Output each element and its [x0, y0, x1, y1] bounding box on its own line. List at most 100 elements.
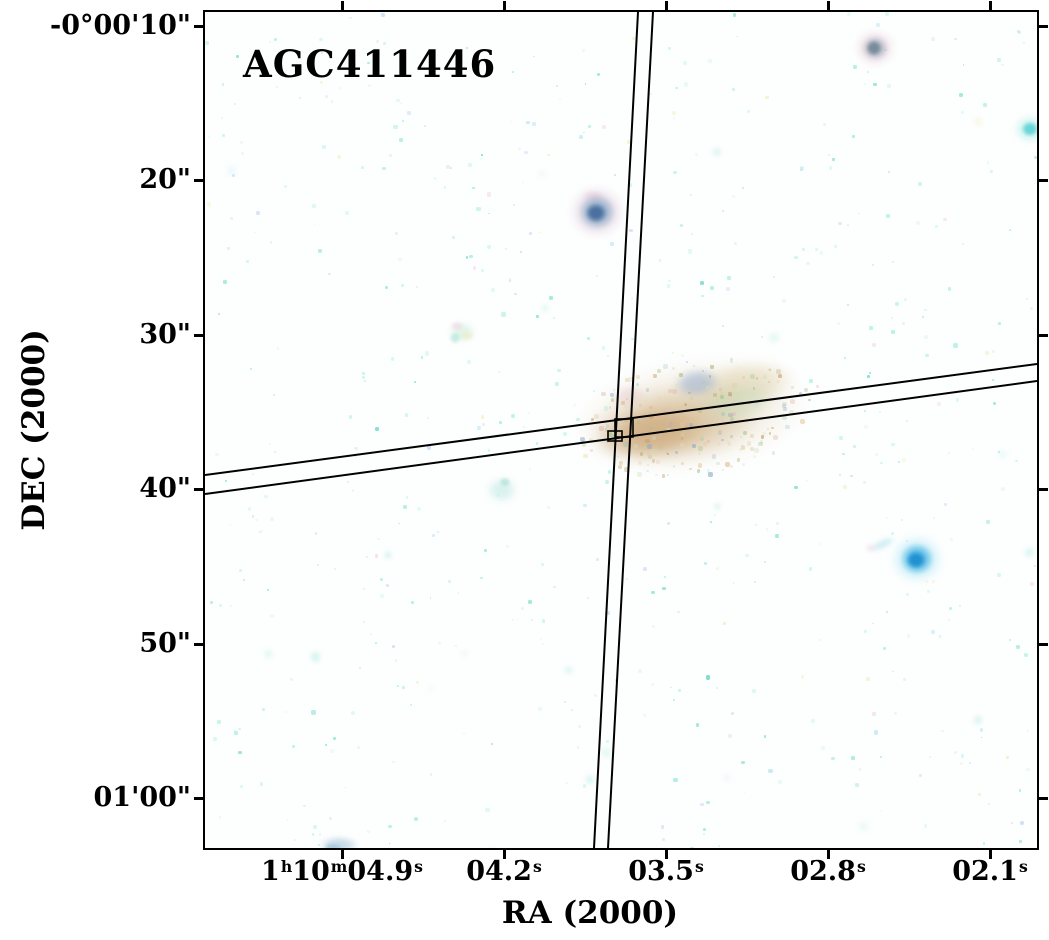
- galaxy-speckle: [800, 419, 805, 424]
- noise-speckle: [328, 272, 331, 276]
- noise-speckle: [405, 496, 409, 499]
- noise-speckle: [450, 166, 453, 169]
- noise-speckle: [886, 83, 891, 89]
- noise-speckle: [948, 619, 950, 621]
- noise-speckle: [968, 761, 971, 764]
- noise-speckle: [1026, 297, 1029, 300]
- noise-speckle: [642, 713, 646, 717]
- galaxy-speckle: [692, 443, 697, 448]
- galaxy-speckle: [684, 402, 688, 407]
- noise-speckle: [947, 287, 952, 291]
- noise-speckle: [539, 637, 542, 640]
- noise-speckle: [991, 350, 995, 353]
- noise-speckle: [238, 727, 241, 731]
- noise-speckle: [255, 518, 258, 521]
- plot-title: AGC411446: [243, 42, 497, 86]
- galaxy-speckle: [728, 412, 733, 418]
- noise-speckle: [827, 153, 831, 157]
- galaxy-speckle: [622, 442, 628, 447]
- galaxy-speckle: [709, 365, 714, 369]
- noise-speckle: [229, 604, 232, 607]
- galaxy-speckle: [729, 393, 733, 398]
- noise-speckle: [269, 241, 273, 244]
- object-blob: [323, 843, 343, 848]
- noise-speckle: [961, 110, 965, 115]
- superscript-unit: m: [330, 856, 348, 876]
- noise-speckle: [977, 792, 981, 797]
- noise-speckle: [376, 40, 380, 44]
- noise-speckle: [524, 150, 528, 155]
- noise-speckle: [242, 579, 245, 582]
- noise-speckle: [872, 712, 876, 716]
- galaxy-speckle: [647, 464, 650, 467]
- galaxy-speckle: [636, 471, 642, 477]
- noise-speckle: [972, 448, 975, 451]
- noise-speckle: [229, 216, 233, 220]
- galaxy-speckle: [683, 423, 688, 428]
- galaxy-speckle: [670, 423, 675, 428]
- galaxy-speckle: [768, 431, 772, 435]
- noise-speckle: [401, 119, 404, 122]
- noise-speckle: [882, 646, 886, 650]
- noise-speckle: [707, 58, 712, 63]
- noise-speckle: [377, 537, 380, 541]
- noise-speckle: [683, 60, 688, 65]
- noise-speckle: [481, 269, 484, 272]
- noise-speckle: [320, 51, 323, 55]
- galaxy-speckle: [731, 382, 737, 388]
- noise-speckle: [1019, 820, 1025, 825]
- noise-blob: [974, 716, 983, 725]
- noise-speckle: [838, 473, 842, 477]
- galaxy-speckle: [702, 380, 706, 384]
- galaxy-speckle: [647, 454, 652, 460]
- galaxy-speckle: [784, 424, 790, 430]
- galaxy-speckle: [607, 431, 612, 437]
- noise-speckle: [397, 684, 400, 687]
- noise-speckle: [258, 531, 261, 534]
- noise-speckle: [399, 138, 404, 143]
- ra-tick-label: 02.8s: [790, 856, 866, 887]
- noise-speckle: [979, 728, 984, 732]
- noise-speckle: [606, 740, 609, 743]
- noise-speckle: [374, 554, 379, 558]
- noise-speckle: [319, 80, 323, 84]
- noise-speckle: [931, 630, 935, 635]
- galaxy-speckle: [707, 439, 711, 444]
- noise-speckle: [363, 620, 365, 623]
- galaxy-speckle: [668, 421, 674, 427]
- noise-speckle: [394, 659, 398, 662]
- galaxy-speckle: [680, 462, 684, 466]
- noise-speckle: [318, 833, 322, 837]
- noise-speckle: [773, 275, 775, 278]
- noise-speckle: [885, 610, 888, 613]
- galaxy-speckle: [651, 448, 657, 454]
- noise-speckle: [359, 667, 362, 669]
- noise-speckle: [768, 768, 773, 773]
- galaxy-speckle: [647, 444, 652, 449]
- noise-speckle: [330, 100, 334, 104]
- noise-speckle: [535, 442, 539, 446]
- noise-speckle: [868, 86, 871, 89]
- noise-speckle: [318, 37, 323, 42]
- noise-speckle: [1029, 306, 1034, 311]
- noise-speckle: [529, 468, 532, 471]
- noise-blob: [487, 847, 497, 848]
- galaxy-speckle: [674, 383, 679, 388]
- noise-speckle: [852, 134, 856, 138]
- tick-mark: [1039, 488, 1048, 491]
- noise-speckle: [313, 825, 317, 829]
- noise-speckle: [607, 470, 611, 474]
- galaxy-speckle: [645, 438, 650, 444]
- noise-speckle: [638, 669, 642, 673]
- noise-speckle: [241, 152, 244, 156]
- noise-speckle: [347, 480, 350, 483]
- noise-speckle: [991, 378, 995, 382]
- noise-speckle: [217, 720, 221, 725]
- dec-tick-label: -0°00'10": [50, 9, 191, 41]
- galaxy-speckle: [635, 374, 640, 380]
- noise-speckle: [516, 617, 519, 620]
- noise-speckle: [953, 343, 958, 348]
- galaxy-speckle: [773, 435, 778, 440]
- noise-speckle: [613, 174, 616, 176]
- noise-speckle: [385, 286, 389, 290]
